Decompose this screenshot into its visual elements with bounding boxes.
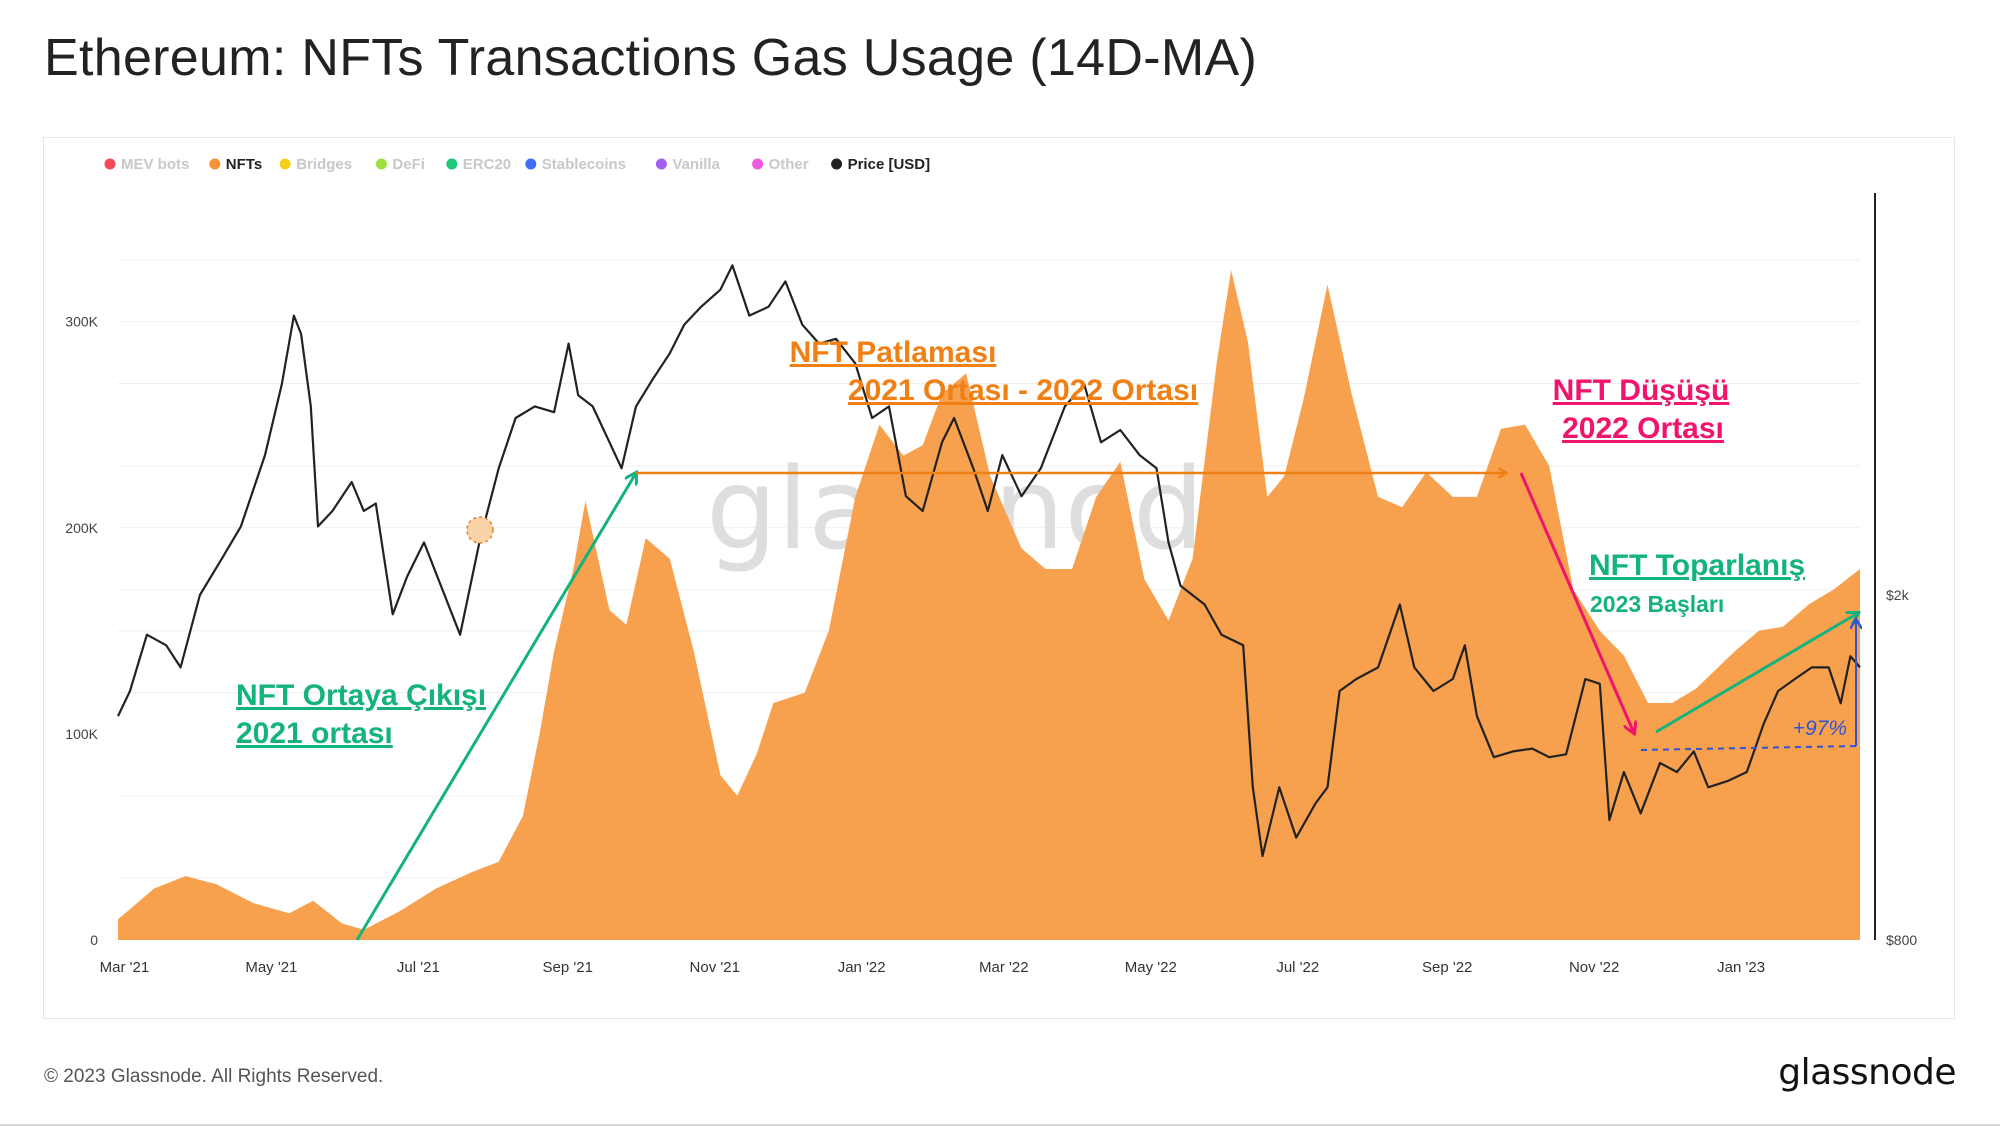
annotation-layer: NFT Ortaya Çıkışı 2021 ortası NFT Patlam… [236, 336, 1858, 941]
x-tick-label: Mar '21 [100, 959, 150, 976]
y-right-axis: $800 $2k [1886, 587, 1917, 948]
emergence-arrow [355, 473, 636, 941]
x-tick-label: Jan '22 [838, 959, 886, 976]
y-left-tick-label: 300K [65, 314, 98, 330]
x-tick-label: May '22 [1125, 959, 1177, 976]
emergence-line1: NFT Ortaya Çıkışı [236, 679, 486, 712]
recovery-line1: NFT Toparlanış [1589, 549, 1805, 582]
legend-label: ERC20 [463, 156, 511, 173]
legend-label: Bridges [296, 156, 352, 173]
legend-label: DeFi [392, 156, 425, 173]
footer-copyright: © 2023 Glassnode. All Rights Reserved. [44, 1066, 384, 1087]
legend-item-price-usd-: Price [USD] [831, 156, 930, 173]
boom-line2: 2021 Ortası - 2022 Ortası [848, 374, 1198, 407]
decline-line2: 2022 Ortası [1562, 412, 1724, 445]
x-tick-label: Jul '21 [397, 959, 440, 976]
y-left-tick-label: 200K [65, 520, 98, 536]
legend-dot-icon [655, 158, 667, 170]
chart-svg: MEV bots NFTs Bridges DeFi ERC20 Stablecoins V… [65, 156, 1917, 976]
x-tick-label: Jan '23 [1717, 959, 1765, 976]
legend-item-erc20: ERC20 [446, 156, 511, 173]
y-right-tick-label: $2k [1886, 587, 1910, 603]
legend-dot-icon [446, 158, 458, 170]
legend-item-stablecoins: Stablecoins [525, 156, 626, 173]
legend-item-nfts: NFTs [209, 156, 262, 173]
x-tick-label: Jul '22 [1276, 959, 1319, 976]
legend-dot-icon [375, 158, 387, 170]
page-title: Ethereum: NFTs Transactions Gas Usage (1… [44, 29, 1258, 87]
legend-item-other: Other [752, 156, 809, 173]
decline-line1: NFT Düşüşü [1553, 374, 1730, 407]
legend-label: MEV bots [121, 156, 189, 173]
legend-label: NFTs [226, 156, 262, 173]
recovery-arrow [1655, 613, 1858, 734]
change-label: +97% [1793, 717, 1847, 740]
decline-arrow [1519, 472, 1634, 733]
legend-dot-icon [525, 158, 537, 170]
x-tick-label: Sep '21 [543, 959, 593, 976]
legend-item-bridges: Bridges [279, 156, 352, 173]
legend-dot-icon [279, 158, 291, 170]
x-tick-label: Nov '22 [1569, 959, 1619, 976]
dashed-marker-icon [466, 516, 494, 544]
legend-label: Price [USD] [848, 156, 931, 173]
legend-label: Stablecoins [542, 156, 626, 173]
y-left-tick-label: 0 [90, 932, 98, 948]
price-line [117, 264, 1861, 858]
recovery-line2: 2023 Başları [1590, 591, 1724, 617]
y-left-tick-label: 100K [65, 726, 98, 742]
legend-dot-icon [752, 158, 764, 170]
emergence-line2: 2021 ortası [236, 717, 393, 750]
y-right-tick-label: $800 [1886, 932, 1917, 948]
footer-brand-logo: glassnode [1778, 1052, 1956, 1093]
baseline-dashed-line [1640, 745, 1857, 751]
legend-dot-icon [831, 158, 843, 170]
chart-panel: MEV bots NFTs Bridges DeFi ERC20 Stablecoins V… [43, 137, 1955, 1019]
x-tick-label: May '21 [245, 959, 297, 976]
nfts-area-layer [118, 270, 1860, 941]
x-axis: Mar '21 May '21 Jul '21 Sep '21 Nov '21 Jan '… [100, 959, 1765, 976]
nfts-area [118, 270, 1860, 941]
legend-dot-icon [104, 158, 116, 170]
legend-label: Vanilla [672, 156, 720, 173]
y-left-axis: 0 100K 200K 300K [65, 314, 98, 948]
legend-item-mev-bots: MEV bots [104, 156, 189, 173]
legend-item-defi: DeFi [375, 156, 425, 173]
boom-line1: NFT Patlaması [790, 336, 997, 369]
x-tick-label: Nov '21 [690, 959, 740, 976]
legend-item-vanilla: Vanilla [655, 156, 721, 173]
footer-divider [0, 1124, 2000, 1126]
legend-label: Other [769, 156, 809, 173]
legend-dot-icon [209, 158, 221, 170]
x-tick-label: Mar '22 [979, 959, 1029, 976]
price-line-layer [117, 264, 1861, 858]
legend: MEV bots NFTs Bridges DeFi ERC20 Stablecoins V… [104, 156, 930, 173]
x-tick-label: Sep '22 [1422, 959, 1472, 976]
